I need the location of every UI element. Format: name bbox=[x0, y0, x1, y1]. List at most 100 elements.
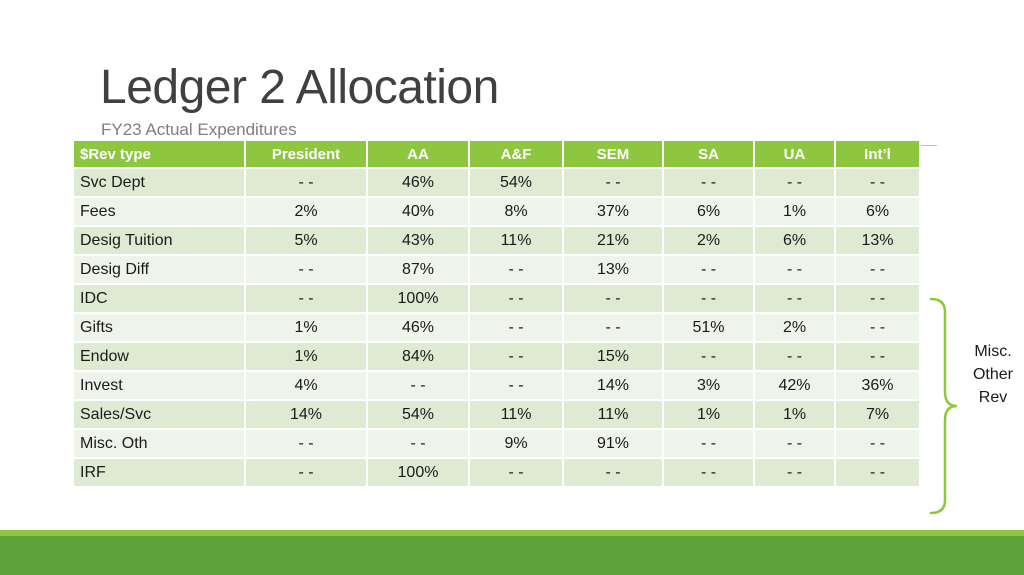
table-row: Sales/Svc 14% 54% 11% 11% 1% 1% 7% bbox=[72, 399, 921, 430]
column-header: SEM bbox=[562, 139, 664, 169]
value-cell: - - bbox=[244, 167, 368, 198]
value-cell: 11% bbox=[468, 225, 564, 256]
value-cell: 6% bbox=[662, 196, 755, 227]
misc-other-rev-label: Misc. Other Rev bbox=[962, 340, 1024, 409]
table-row: IRF - -100% - -- -- -- -- - bbox=[72, 457, 921, 488]
value-cell: 14% bbox=[244, 399, 368, 430]
row-label-cell: Gifts bbox=[72, 312, 246, 343]
value-cell: - - bbox=[662, 283, 755, 314]
table-header: $Rev type President AA A&F SEM SA UA Int’l bbox=[72, 139, 921, 169]
column-header: A&F bbox=[468, 139, 564, 169]
value-cell: 6% bbox=[834, 196, 921, 227]
table-body: Svc Dept - -46% 54% - -- -- -- - Fees 2% 40% 8%… bbox=[72, 167, 921, 488]
value-cell: - - bbox=[662, 167, 755, 198]
value-cell: 1% bbox=[753, 196, 836, 227]
footer-bar bbox=[0, 536, 1024, 575]
value-cell: 1% bbox=[662, 399, 755, 430]
value-cell: - - bbox=[244, 457, 368, 488]
row-label-cell: Sales/Svc bbox=[72, 399, 246, 430]
value-cell: - - bbox=[753, 457, 836, 488]
value-cell: 8% bbox=[468, 196, 564, 227]
value-cell: - - bbox=[753, 167, 836, 198]
value-cell: - - bbox=[366, 370, 470, 401]
value-cell: - - bbox=[244, 254, 368, 285]
value-cell: - - bbox=[468, 370, 564, 401]
value-cell: - - bbox=[244, 428, 368, 459]
value-cell: 54% bbox=[366, 399, 470, 430]
value-cell: 21% bbox=[562, 225, 664, 256]
value-cell: - - bbox=[753, 283, 836, 314]
value-cell: 100% bbox=[366, 283, 470, 314]
table-row: Gifts 1% 46% - -- -51% 2% - - bbox=[72, 312, 921, 343]
value-cell: 9% bbox=[468, 428, 564, 459]
table-row: IDC - -100% - -- -- -- -- - bbox=[72, 283, 921, 314]
value-cell: - - bbox=[834, 167, 921, 198]
brace-label-line: Rev bbox=[978, 389, 1008, 406]
value-cell: 100% bbox=[366, 457, 470, 488]
value-cell: - - bbox=[834, 341, 921, 372]
value-cell: - - bbox=[468, 341, 564, 372]
value-cell: 7% bbox=[834, 399, 921, 430]
value-cell: 3% bbox=[662, 370, 755, 401]
value-cell: 5% bbox=[244, 225, 368, 256]
row-label-cell: Invest bbox=[72, 370, 246, 401]
value-cell: - - bbox=[753, 428, 836, 459]
value-cell: - - bbox=[562, 312, 664, 343]
column-header: SA bbox=[662, 139, 755, 169]
value-cell: - - bbox=[468, 283, 564, 314]
value-cell: - - bbox=[468, 254, 564, 285]
value-cell: - - bbox=[662, 428, 755, 459]
value-cell: 14% bbox=[562, 370, 664, 401]
value-cell: - - bbox=[562, 457, 664, 488]
table-row: Endow 1% 84% - -15% - -- -- - bbox=[72, 341, 921, 372]
value-cell: 1% bbox=[244, 312, 368, 343]
curly-brace-icon bbox=[929, 297, 958, 515]
value-cell: 37% bbox=[562, 196, 664, 227]
brace-label-line: Other bbox=[972, 366, 1013, 383]
value-cell: - - bbox=[662, 457, 755, 488]
value-cell: - - bbox=[468, 312, 564, 343]
value-cell: - - bbox=[468, 457, 564, 488]
row-label-cell: Endow bbox=[72, 341, 246, 372]
column-header: Int’l bbox=[834, 139, 921, 169]
row-label-cell: IRF bbox=[72, 457, 246, 488]
value-cell: 87% bbox=[366, 254, 470, 285]
allocation-table: $Rev type President AA A&F SEM SA UA Int’l Svc … bbox=[72, 139, 921, 488]
value-cell: - - bbox=[662, 341, 755, 372]
value-cell: 11% bbox=[562, 399, 664, 430]
column-header: $Rev type bbox=[72, 139, 246, 169]
row-label-cell: Desig Tuition bbox=[72, 225, 246, 256]
value-cell: 4% bbox=[244, 370, 368, 401]
footer-accent-bar bbox=[0, 530, 1024, 536]
value-cell: 40% bbox=[366, 196, 470, 227]
value-cell: 2% bbox=[244, 196, 368, 227]
value-cell: 6% bbox=[753, 225, 836, 256]
row-label-cell: Misc. Oth bbox=[72, 428, 246, 459]
slide-subtitle: FY23 Actual Expenditures bbox=[101, 120, 297, 139]
table-row: Fees 2% 40% 8% 37% 6% 1% 6% bbox=[72, 196, 921, 227]
value-cell: - - bbox=[244, 283, 368, 314]
column-header: AA bbox=[366, 139, 470, 169]
table-row: Svc Dept - -46% 54% - -- -- -- - bbox=[72, 167, 921, 198]
column-header: UA bbox=[753, 139, 836, 169]
row-label-cell: Desig Diff bbox=[72, 254, 246, 285]
value-cell: 46% bbox=[366, 312, 470, 343]
value-cell: 15% bbox=[562, 341, 664, 372]
value-cell: 42% bbox=[753, 370, 836, 401]
column-header: President bbox=[244, 139, 368, 169]
brace-label-line: Misc. bbox=[974, 343, 1012, 360]
value-cell: 43% bbox=[366, 225, 470, 256]
row-label-cell: IDC bbox=[72, 283, 246, 314]
header-row: $Rev type President AA A&F SEM SA UA Int’l bbox=[72, 139, 921, 169]
value-cell: 51% bbox=[662, 312, 755, 343]
value-cell: - - bbox=[562, 167, 664, 198]
value-cell: 36% bbox=[834, 370, 921, 401]
value-cell: - - bbox=[562, 283, 664, 314]
value-cell: 2% bbox=[662, 225, 755, 256]
value-cell: 13% bbox=[834, 225, 921, 256]
slide-title: Ledger 2 Allocation bbox=[100, 61, 499, 114]
value-cell: 13% bbox=[562, 254, 664, 285]
table-row: Invest 4% - -- -14% 3% 42% 36% bbox=[72, 370, 921, 401]
value-cell: - - bbox=[366, 428, 470, 459]
value-cell: - - bbox=[834, 457, 921, 488]
